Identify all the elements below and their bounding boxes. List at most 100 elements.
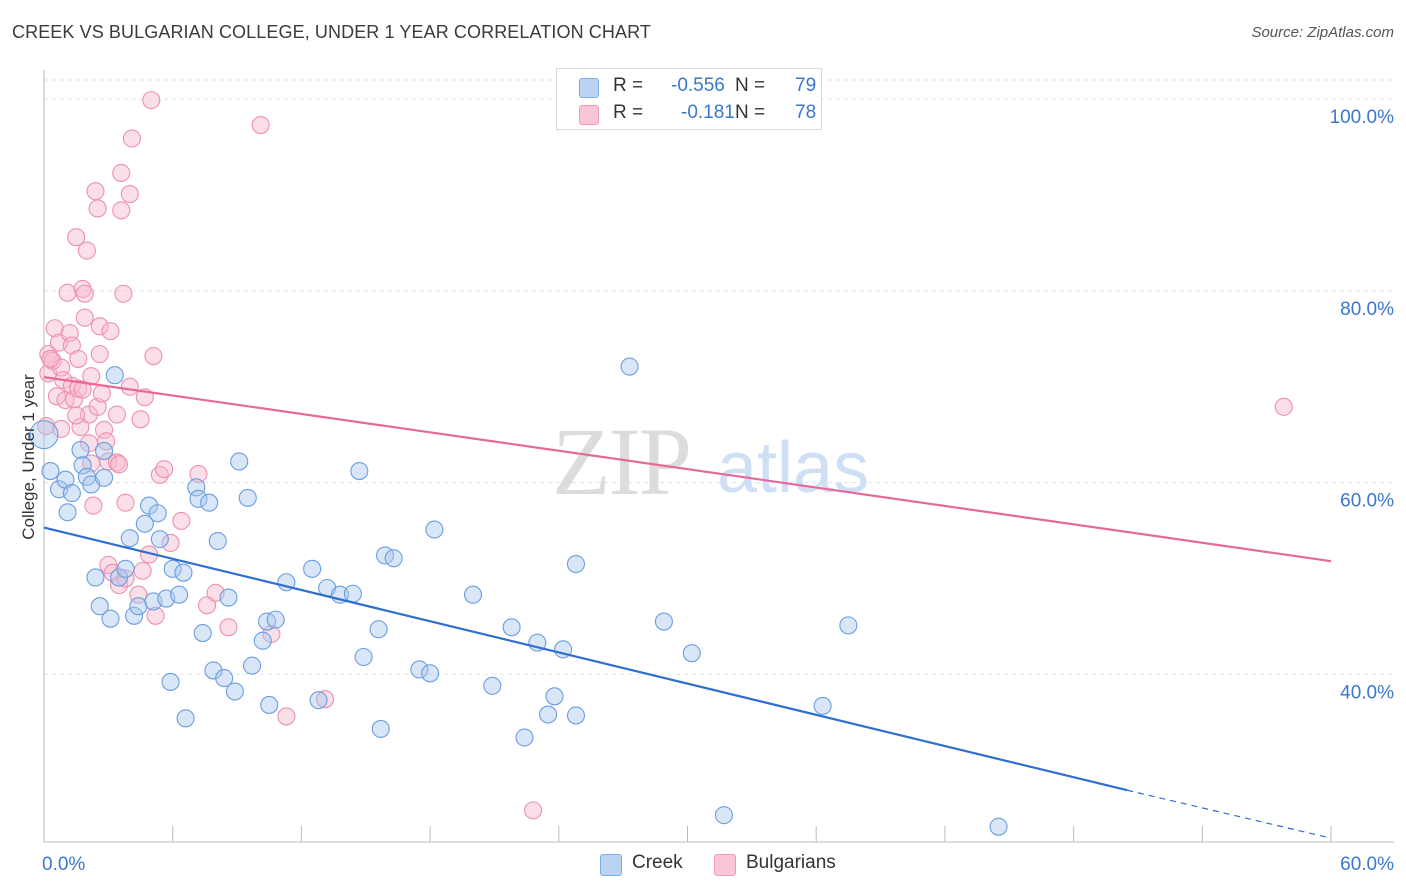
creek-r-label: R =	[613, 75, 644, 96]
creek-point-64	[483, 676, 502, 695]
bulgarians-point-61	[146, 606, 165, 625]
bulgarians-legend-swatch	[714, 854, 736, 876]
creek-point-47	[266, 610, 285, 629]
creek-point-61	[421, 664, 440, 683]
bulgarians-point-34	[90, 317, 109, 336]
bulgarians-point-59	[142, 91, 161, 110]
creek-point-34	[193, 623, 212, 643]
bulgarians-point-32	[88, 397, 107, 416]
bulgarians-point-21	[73, 380, 92, 399]
gridlines	[44, 79, 1394, 675]
bulgarians-point-42	[107, 405, 126, 424]
watermark-atlas: atlas	[717, 428, 869, 508]
creek-trend-extension	[1127, 789, 1332, 839]
bulgarians-point-17	[69, 349, 88, 368]
bulgarians-point-70	[251, 115, 270, 135]
creek-point-57	[371, 719, 390, 738]
creek-point-35	[200, 493, 219, 512]
creek-point-14	[101, 609, 120, 628]
creek-point-49	[303, 559, 322, 578]
bulgarians-point-45	[110, 455, 129, 474]
creek-point-56	[369, 620, 388, 639]
creek-point-39	[219, 588, 238, 607]
bulgarians-point-29	[84, 496, 103, 515]
watermark-zip: ZIP	[552, 408, 690, 515]
creek-point-11	[90, 597, 109, 616]
bulgarians-point-19	[71, 417, 90, 437]
creek-point-19	[125, 606, 144, 625]
bulgarians-point-8	[52, 419, 71, 438]
source-label: Source: ZipAtlas.com	[1251, 24, 1394, 41]
creek-point-66	[515, 728, 534, 747]
creek-point-60	[410, 660, 429, 679]
creek-point-1	[41, 462, 60, 481]
bulgarians-point-63	[155, 460, 174, 479]
creek-point-79	[989, 817, 1008, 836]
creek-point-74	[654, 612, 673, 631]
bulgarians-point-48	[114, 284, 133, 303]
creek-point-13	[95, 441, 114, 460]
bulgarians-point-44	[110, 576, 129, 595]
bulgarians-point-49	[116, 493, 135, 512]
creek-legend-label: Creek	[632, 852, 683, 873]
bulgarians-point-53	[122, 129, 141, 148]
y-tick-label-60: 60.0%	[1340, 491, 1394, 512]
x-tick-label-min: 0.0%	[42, 854, 85, 875]
bulgarians-point-60	[144, 346, 163, 366]
creek-point-75	[682, 644, 701, 663]
creek-r-value: -0.556	[671, 75, 725, 96]
bulgarians-point-11	[58, 283, 77, 302]
y-axis-label: College, Under 1 year	[19, 374, 38, 540]
bulgarians-swatch	[579, 105, 599, 125]
creek-point-46	[260, 695, 279, 714]
bulgarians-point-24	[77, 241, 96, 260]
creek-point-12	[95, 468, 114, 487]
bulgarians-point-16	[67, 228, 86, 247]
bulgarians-point-56	[133, 561, 152, 580]
creek-point-62	[425, 520, 444, 539]
creek-point-73	[620, 357, 639, 376]
bulgarians-point-5	[47, 387, 66, 406]
creek-trend-line	[43, 526, 1128, 792]
bulgarians-point-47	[112, 163, 131, 183]
chart-title: CREEK VS BULGARIAN COLLEGE, UNDER 1 YEAR…	[12, 22, 651, 42]
creek-point-32	[187, 478, 206, 497]
creek-point-24	[148, 504, 167, 523]
creek-point-20	[129, 597, 148, 616]
creek-point-15	[105, 366, 124, 385]
creek-point-42	[238, 488, 257, 507]
creek-point-59	[384, 549, 403, 568]
bulgarians-point-55	[131, 410, 150, 429]
y-tick-label-40: 40.0%	[1340, 682, 1394, 703]
creek-point-68	[539, 705, 558, 724]
creek-point-50	[309, 691, 328, 710]
bulgarians-point-33	[90, 345, 109, 364]
bulgarians-point-64	[161, 533, 180, 553]
creek-point-6	[71, 440, 90, 460]
bulgarians-r-value: -0.181	[681, 102, 735, 123]
bulgarians-point-22	[75, 284, 94, 303]
y-tick-label-100: 100.0%	[1330, 107, 1395, 128]
bulgarians-legend-label: Bulgarians	[746, 852, 836, 873]
creek-point-71	[566, 706, 586, 725]
creek-point-0	[29, 420, 59, 450]
bulgarians-point-76	[41, 349, 60, 368]
creek-point-76	[714, 806, 734, 825]
creek-point-65	[502, 618, 521, 637]
x-tick-label-max: 60.0%	[1340, 854, 1394, 875]
creek-point-7	[73, 456, 92, 475]
bulgarians-point-40	[101, 322, 120, 341]
bulgarians-point-30	[86, 182, 105, 201]
bulgarians-point-52	[120, 377, 139, 396]
creek-point-25	[150, 530, 169, 549]
series-creek-points	[29, 357, 1008, 836]
creek-point-30	[174, 563, 193, 582]
bulgarians-point-73	[315, 690, 335, 709]
creek-point-27	[161, 672, 180, 691]
creek-point-33	[189, 489, 208, 508]
creek-point-18	[120, 529, 139, 548]
trend-lines	[43, 376, 1332, 839]
bulgarians-point-77	[67, 406, 86, 425]
bulgarians-n-label: N =	[735, 102, 766, 123]
